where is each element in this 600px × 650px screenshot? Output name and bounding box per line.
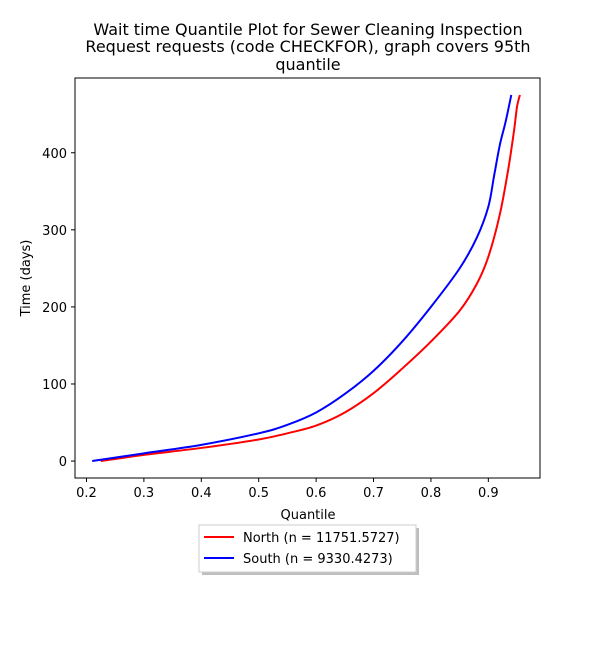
series-layer [92, 94, 521, 463]
legend-box [198, 524, 417, 573]
x-tick-label: 0.4 [191, 486, 212, 501]
y-tick-label: 300 [42, 224, 67, 239]
x-tick-label: 0.6 [306, 486, 327, 501]
series-line-north [100, 94, 521, 463]
y-axis-ticks: 0 100 200 300 400 [42, 147, 75, 470]
x-tick-label: 0.5 [248, 486, 269, 501]
title-line-3: quantile [275, 55, 340, 74]
x-tick-label: 0.3 [134, 486, 155, 501]
y-tick-label: 100 [42, 378, 67, 393]
x-axis-label: Quantile [281, 508, 336, 523]
series-line-south [92, 94, 513, 463]
y-tick-label: 200 [42, 301, 67, 316]
legend-label-north: North (n = 11751.5727) [243, 531, 400, 546]
x-tick-label: 0.8 [421, 486, 442, 501]
y-tick-label: 0 [59, 455, 67, 470]
title-line-1: Wait time Quantile Plot for Sewer Cleani… [93, 20, 522, 39]
title-line-2: Request requests (code CHECKFOR), graph … [85, 37, 530, 56]
legend: North (n = 11751.5727) South (n = 9330.4… [198, 524, 419, 575]
x-tick-label: 0.9 [478, 486, 499, 501]
x-tick-label: 0.2 [76, 486, 97, 501]
y-tick-label: 400 [42, 147, 67, 162]
plot-frame [74, 77, 541, 479]
legend-label-south: South (n = 9330.4273) [243, 552, 393, 567]
chart-title: Wait time Quantile Plot for Sewer Cleani… [85, 20, 530, 74]
y-axis-label: Time (days) [19, 240, 34, 318]
x-axis-ticks: 0.2 0.3 0.4 0.5 0.6 0.7 0.8 0.9 [76, 478, 499, 501]
x-tick-label: 0.7 [363, 486, 384, 501]
